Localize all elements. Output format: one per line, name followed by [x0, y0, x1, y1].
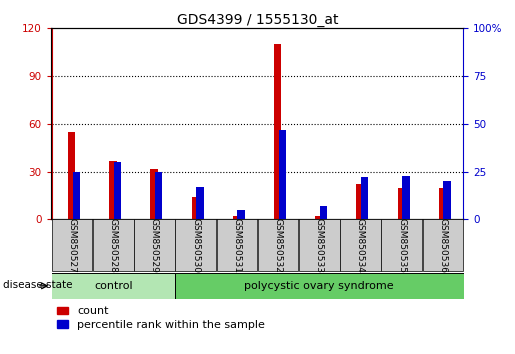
Bar [52, 219, 93, 271]
Bar [109, 161, 116, 219]
Bar [398, 188, 405, 219]
Text: GSM850529: GSM850529 [150, 218, 159, 273]
Text: control: control [94, 281, 133, 291]
Bar [279, 130, 286, 219]
Bar [150, 169, 158, 219]
Bar [402, 176, 409, 219]
Bar [439, 188, 446, 219]
Bar [73, 172, 80, 219]
Bar [68, 132, 75, 219]
Text: GSM850531: GSM850531 [232, 218, 242, 273]
Bar [381, 219, 422, 271]
Bar [422, 219, 464, 271]
Text: GSM850530: GSM850530 [191, 218, 200, 273]
Bar [192, 197, 199, 219]
Bar [52, 273, 175, 299]
Bar [134, 219, 175, 271]
Bar [315, 216, 322, 219]
Bar [93, 219, 134, 271]
Text: disease state: disease state [3, 280, 72, 290]
Bar [361, 177, 368, 219]
Text: polycystic ovary syndrome: polycystic ovary syndrome [245, 281, 394, 291]
Text: GSM850532: GSM850532 [273, 218, 283, 273]
Text: GSM850527: GSM850527 [67, 218, 77, 273]
Bar [320, 206, 327, 219]
Bar [175, 219, 216, 271]
Bar [299, 219, 340, 271]
Title: GDS4399 / 1555130_at: GDS4399 / 1555130_at [177, 13, 338, 27]
Bar [233, 216, 240, 219]
Text: GSM850536: GSM850536 [438, 218, 448, 273]
Text: GSM850528: GSM850528 [109, 218, 118, 273]
Bar [216, 219, 258, 271]
Bar [443, 181, 451, 219]
Legend: count, percentile rank within the sample: count, percentile rank within the sample [57, 307, 265, 330]
Bar [175, 273, 464, 299]
Bar [237, 210, 245, 219]
Bar [340, 219, 381, 271]
Bar [258, 219, 299, 271]
Bar [274, 44, 281, 219]
Bar [114, 162, 121, 219]
Bar [356, 184, 364, 219]
Text: GSM850535: GSM850535 [397, 218, 406, 273]
Text: GSM850534: GSM850534 [356, 218, 365, 273]
Text: GSM850533: GSM850533 [315, 218, 324, 273]
Bar [196, 187, 203, 219]
Bar [155, 172, 162, 219]
